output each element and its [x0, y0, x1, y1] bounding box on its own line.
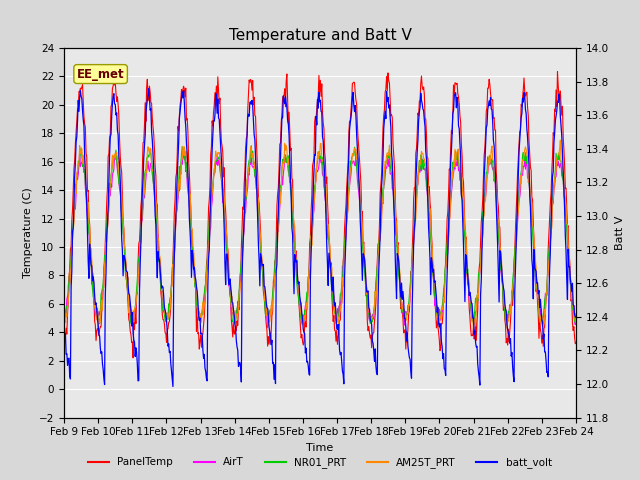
- Y-axis label: Batt V: Batt V: [614, 216, 625, 250]
- Y-axis label: Temperature (C): Temperature (C): [23, 187, 33, 278]
- Legend: PanelTemp, AirT, NR01_PRT, AM25T_PRT, batt_volt: PanelTemp, AirT, NR01_PRT, AM25T_PRT, ba…: [84, 453, 556, 472]
- X-axis label: Time: Time: [307, 443, 333, 453]
- Title: Temperature and Batt V: Temperature and Batt V: [228, 28, 412, 43]
- Text: EE_met: EE_met: [77, 68, 124, 81]
